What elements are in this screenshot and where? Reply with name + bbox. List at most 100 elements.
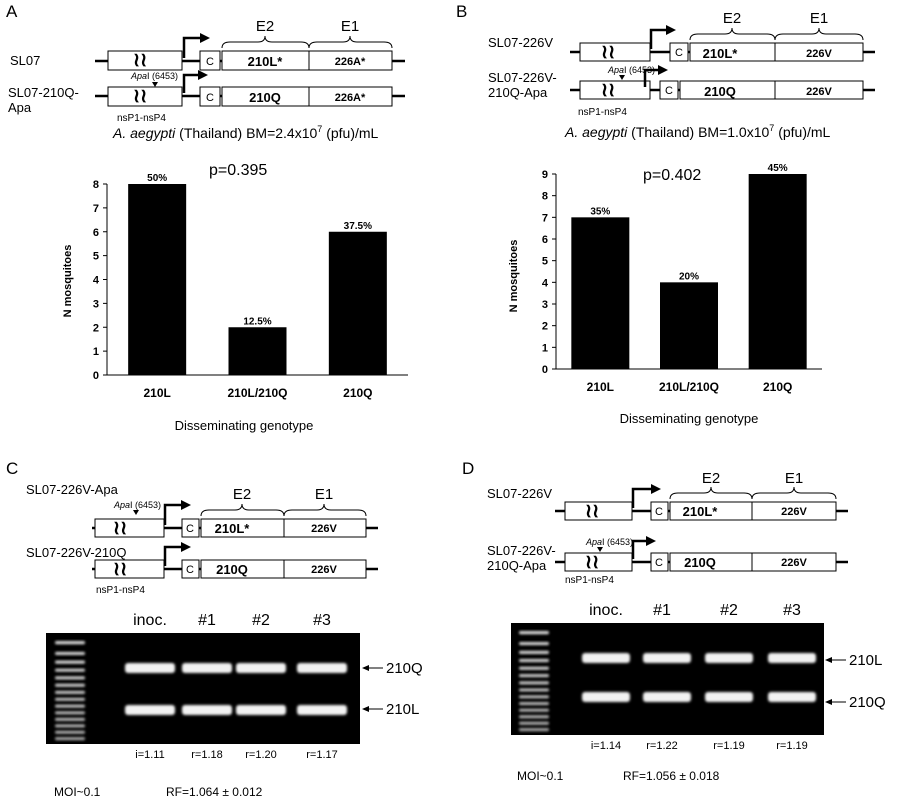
- apa-site-icon: [133, 510, 139, 515]
- y-tick-label: 4: [542, 277, 549, 289]
- gel-band: [125, 663, 175, 673]
- moi-label: MOI~0.1: [517, 769, 564, 783]
- promoter-arrow-icon: [649, 28, 668, 49]
- bar-data-label: 37.5%: [344, 221, 372, 232]
- gel-band: [705, 692, 753, 702]
- svg-text:r=1.19: r=1.19: [713, 740, 745, 752]
- y-tick-label: 3: [93, 298, 99, 310]
- svg-text:C: C: [675, 47, 683, 59]
- y-tick-label: 9: [542, 169, 548, 181]
- break-icon: ≀≀: [113, 518, 127, 539]
- svg-text:210Q: 210Q: [704, 84, 736, 99]
- bar: [228, 327, 287, 375]
- y-tick-label: 2: [93, 322, 99, 334]
- svg-text:E1: E1: [785, 470, 803, 487]
- svg-text:E1: E1: [810, 10, 828, 27]
- y-tick-label: 5: [542, 256, 548, 268]
- lane-label: #1: [653, 602, 671, 619]
- svg-text:210L*: 210L*: [683, 504, 719, 519]
- gel-band: [182, 663, 232, 673]
- lane-label: inoc.: [133, 612, 167, 629]
- rf-label: RF=1.056 ± 0.018: [623, 769, 720, 783]
- gel-band: [297, 705, 347, 715]
- svg-text:226A*: 226A*: [335, 92, 366, 104]
- svg-text:r=1.20: r=1.20: [245, 749, 277, 761]
- gel-band: [705, 653, 753, 663]
- ladder-band: [519, 650, 549, 654]
- break-icon: ≀≀: [133, 86, 147, 107]
- svg-text:SL07-226V: SL07-226V: [488, 35, 553, 50]
- bar-data-label: 12.5%: [243, 316, 271, 327]
- ladder-band: [55, 683, 85, 687]
- svg-text:i=1.11: i=1.11: [135, 749, 164, 761]
- svg-text:226V: 226V: [311, 523, 337, 535]
- svg-text:C: C: [655, 506, 663, 518]
- gel-band: [125, 705, 175, 715]
- construct-label-bottom-1: SL07-210Q-: [8, 85, 79, 100]
- ladder-band: [55, 711, 85, 715]
- svg-text:nsP1-nsP4: nsP1-nsP4: [565, 575, 614, 586]
- y-tick-label: 4: [93, 275, 100, 287]
- y-tick-label: 3: [542, 299, 548, 311]
- ladder-band: [519, 666, 549, 670]
- bar-chart-a: 0 1 2 3 4 5 6 7 8 50% 210L 12.5% 210L/210Q 37.5% 210Q: [93, 173, 408, 400]
- svg-text:210L*: 210L*: [703, 46, 739, 61]
- bar: [748, 174, 807, 369]
- svg-text:226A*: 226A*: [335, 56, 366, 68]
- y-tick-label: 2: [542, 321, 548, 333]
- dna-ladder: [519, 631, 549, 732]
- ladder-band: [55, 668, 85, 672]
- bar-data-label: 35%: [590, 206, 610, 217]
- svg-text:E1: E1: [341, 18, 359, 35]
- band-label-upper: 210Q: [386, 660, 423, 677]
- ladder-band: [519, 695, 549, 699]
- y-tick-label: 0: [542, 364, 548, 376]
- y-tick-label: 7: [93, 203, 99, 215]
- construct-label-bottom-2: Apa: [8, 100, 32, 115]
- nsp-box: [107, 50, 183, 71]
- e1-brace: [308, 35, 393, 49]
- svg-text:E2: E2: [233, 486, 251, 503]
- y-axis-label: N mosquitoes: [62, 245, 74, 318]
- y-tick-label: 8: [542, 191, 548, 203]
- panel-letter-c: C: [6, 459, 18, 478]
- svg-text:SL07-226V: SL07-226V: [487, 486, 552, 501]
- panel-letter-a: A: [6, 2, 18, 21]
- capsid-box: [199, 50, 221, 71]
- panel-letter-b: B: [456, 2, 467, 21]
- bar-chart-b: 0 1 2 3 4 5 6 7 8 9 35% 210L 20% 210L/210Q 45% 210Q: [542, 163, 822, 394]
- x-tick-label: 210L: [587, 380, 614, 394]
- gel-image: [46, 633, 360, 744]
- y-tick-label: 8: [93, 179, 99, 191]
- ladder-band: [55, 641, 85, 645]
- x-tick-label: 210L: [143, 386, 170, 400]
- svg-text:C: C: [206, 56, 214, 68]
- apa-site-icon: [152, 82, 158, 87]
- y-tick-label: 5: [93, 251, 99, 263]
- svg-text:226V: 226V: [311, 564, 337, 576]
- lane-label: #2: [720, 602, 738, 619]
- gel-band: [768, 653, 816, 663]
- ladder-band: [55, 737, 85, 741]
- x-tick-label: 210Q: [763, 380, 792, 394]
- gel-band: [643, 692, 691, 702]
- dna-ladder: [55, 641, 85, 741]
- x-tick-label: 210Q: [343, 386, 372, 400]
- band-label-upper: 210L: [849, 652, 882, 669]
- x-tick-label: 210L/210Q: [659, 380, 719, 394]
- ladder-band: [519, 641, 549, 646]
- svg-text:E2: E2: [723, 10, 741, 27]
- ladder-band: [55, 704, 85, 708]
- svg-text:C: C: [206, 92, 214, 104]
- ladder-band: [55, 724, 85, 728]
- ladder-band: [519, 688, 549, 692]
- panel-b: B SL07-226V SL07-226V- 210Q-Apa ≀≀ C 210…: [456, 2, 875, 426]
- gel-band: [297, 663, 347, 673]
- ladder-band: [55, 651, 85, 656]
- svg-text:SL07-226V-: SL07-226V-: [488, 70, 557, 85]
- rf-label: RF=1.064 ± 0.012: [166, 785, 263, 799]
- svg-text:r=1.19: r=1.19: [776, 740, 808, 752]
- svg-text:ApaI (6453): ApaI (6453): [113, 500, 161, 510]
- moi-label: MOI~0.1: [54, 785, 101, 799]
